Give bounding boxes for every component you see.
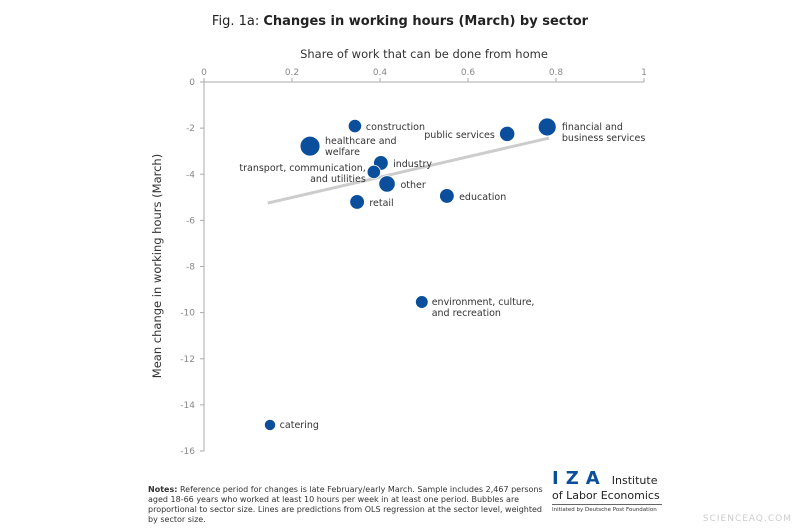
bubble — [378, 175, 396, 193]
logo-line3: Initiated by Deutsche Post Foundation — [552, 507, 657, 513]
point-label-line: business services — [562, 133, 645, 144]
bubble — [299, 135, 321, 157]
point-label: other — [401, 180, 426, 191]
logo-line1: Institute — [611, 474, 658, 487]
watermark: SCIENCEAQ.COM — [702, 514, 792, 524]
bubble — [263, 418, 277, 431]
bubble — [415, 295, 429, 309]
title-main: Changes in working hours (March) by sect… — [263, 14, 589, 29]
bubble — [537, 117, 557, 137]
point-label-line: construction — [366, 122, 425, 133]
y-tick-label: 0 — [189, 78, 195, 88]
point-label: environment, culture, and recreation — [432, 297, 535, 319]
bubble — [439, 188, 455, 204]
y-tick-label: -2 — [186, 124, 195, 134]
point-label: public services — [424, 130, 495, 141]
notes-label: Notes: — [148, 485, 178, 494]
y-tick-label: -12 — [180, 355, 195, 365]
bubble — [347, 118, 363, 134]
point-label-line: welfare — [325, 147, 360, 158]
bubble — [349, 194, 365, 210]
point-label: retail — [369, 198, 393, 209]
point-label: healthcare and welfare — [325, 136, 397, 158]
point-label: industry — [393, 159, 432, 170]
point-label-line: education — [459, 192, 506, 203]
point-label-line: other — [401, 180, 426, 191]
x-tick-label: 0.2 — [285, 68, 299, 78]
y-tick-label: -10 — [180, 309, 195, 319]
point-label-line: catering — [280, 420, 319, 431]
y-tick-label: -8 — [186, 263, 195, 273]
bubble — [499, 125, 516, 142]
notes: Notes: Reference period for changes is l… — [148, 485, 548, 525]
y-tick-label: -6 — [186, 216, 195, 226]
point-label-line: public services — [424, 130, 495, 141]
x-tick-label: 0.4 — [373, 68, 388, 78]
x-tick-label: 0.6 — [461, 68, 476, 78]
point-label: education — [459, 192, 506, 203]
x-tick-label: 0.8 — [549, 68, 564, 78]
point-label-line: retail — [369, 198, 393, 209]
y-axis-title: Mean change in working hours (March) — [150, 154, 164, 378]
y-tick-label: -4 — [186, 170, 195, 180]
logo-letters: IZA — [552, 468, 607, 489]
point-label-line: environment, culture, — [432, 297, 535, 308]
regression-line — [267, 136, 550, 205]
title-prefix: Fig. 1a: — [211, 14, 264, 29]
x-tick-label: 1 — [641, 68, 647, 78]
point-label: catering — [280, 420, 319, 431]
x-axis-title: Share of work that can be done from home — [300, 47, 548, 61]
point-label-line: and utilities — [310, 174, 366, 185]
point-label-line: industry — [393, 159, 432, 170]
point-label: financial and business services — [562, 122, 645, 144]
bubble — [366, 164, 381, 180]
iza-logo: IZA Institute of Labor Economics Initiat… — [552, 468, 662, 513]
point-label-line: healthcare and — [325, 136, 397, 147]
point-label-line: financial and — [562, 122, 623, 133]
point-label: transport, communication, and utilities — [239, 163, 365, 185]
point-label-line: and recreation — [432, 308, 501, 319]
point-label-line: transport, communication, — [239, 163, 365, 174]
y-tick-label: -14 — [180, 401, 195, 411]
point-label: construction — [366, 122, 425, 133]
logo-line2: of Labor Economics — [552, 489, 662, 505]
y-tick-label: -16 — [180, 447, 195, 457]
chart-title: Fig. 1a: Changes in working hours (March… — [0, 14, 800, 29]
x-tick-label: 0 — [201, 68, 207, 78]
notes-text: Reference period for changes is late Feb… — [148, 485, 543, 524]
